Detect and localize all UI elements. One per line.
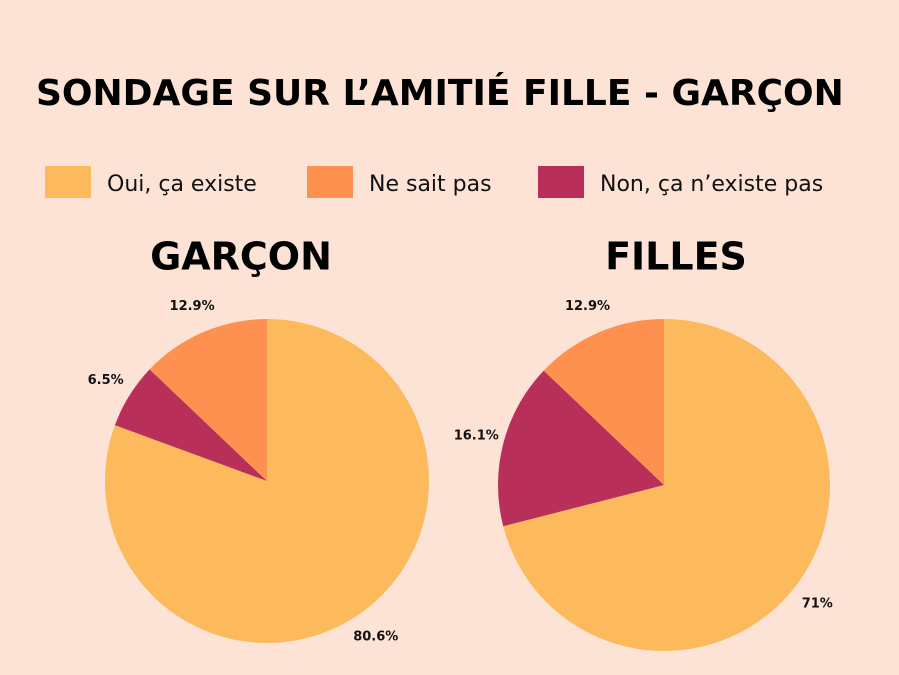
pie-slice bbox=[503, 319, 830, 651]
legend-label: Ne sait pas bbox=[369, 172, 492, 197]
legend-swatch bbox=[538, 166, 584, 198]
pie-slice bbox=[498, 370, 664, 527]
pie-slice bbox=[114, 369, 268, 481]
pie-slice bbox=[543, 319, 664, 485]
legend-swatch bbox=[45, 166, 91, 198]
pie-title: GARÇON bbox=[150, 235, 332, 279]
legend-label: Oui, ça existe bbox=[107, 172, 257, 197]
pie-slice bbox=[105, 319, 430, 643]
data-label: 12.9% bbox=[170, 299, 215, 314]
data-label: 71% bbox=[802, 596, 833, 611]
pie-slice bbox=[149, 319, 267, 481]
data-label: 12.9% bbox=[565, 299, 610, 314]
data-label: 80.6% bbox=[353, 629, 398, 644]
data-label: 6.5% bbox=[88, 373, 124, 388]
chart-title: SONDAGE SUR L’AMITIÉ FILLE - GARÇON bbox=[36, 72, 844, 114]
legend-swatch bbox=[307, 166, 353, 198]
pie-title: FILLES bbox=[605, 235, 747, 279]
data-label: 16.1% bbox=[454, 429, 499, 444]
legend-label: Non, ça n’existe pas bbox=[600, 172, 823, 197]
